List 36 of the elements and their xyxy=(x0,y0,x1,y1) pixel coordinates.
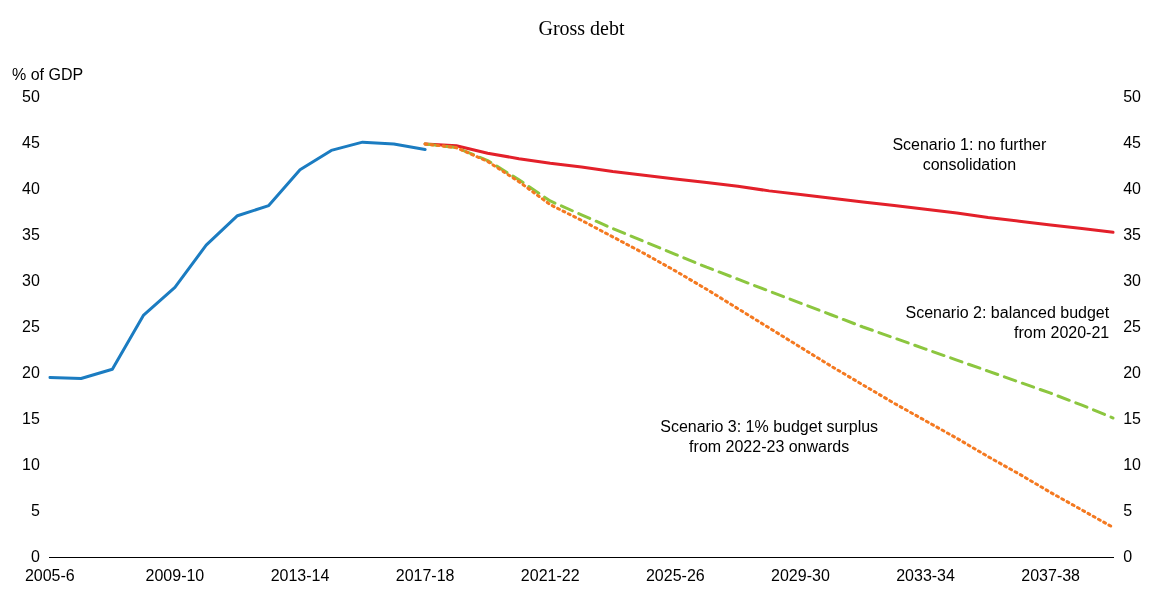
y2-tick-label: 45 xyxy=(1123,134,1142,152)
series-label: Scenario 2: balanced budget from 2020-21 xyxy=(905,303,1110,341)
y2-tick-label: 30 xyxy=(1123,272,1142,290)
y-tick-label: 15 xyxy=(22,410,40,428)
y2-tick-label: 40 xyxy=(1123,180,1142,198)
x-tick-label: 2029-30 xyxy=(771,566,830,584)
y-tick-label: 50 xyxy=(22,88,40,106)
y2-tick-label: 10 xyxy=(1123,456,1142,474)
y-tick-label: 10 xyxy=(22,456,40,474)
y-tick-label: 45 xyxy=(22,134,40,152)
y2-tick-label: 5 xyxy=(1123,502,1133,520)
y-tick-label: 0 xyxy=(30,548,40,566)
x-tick-label: 2005-6 xyxy=(24,566,75,584)
y2-tick-label: 15 xyxy=(1123,410,1142,428)
y2-tick-label: 25 xyxy=(1123,318,1142,336)
x-tick-label: 2037-38 xyxy=(1021,566,1081,584)
y2-tick-label: 0 xyxy=(1123,548,1133,566)
chart-title: Gross debt xyxy=(538,17,625,40)
x-tick-label: 2009-10 xyxy=(145,566,205,584)
x-tick-label: 2021-22 xyxy=(520,566,580,584)
y2-tick-label: 20 xyxy=(1123,364,1142,382)
x-tick-label: 2017-18 xyxy=(395,566,455,584)
y2-tick-label: 35 xyxy=(1123,226,1142,244)
y2-tick-label: 50 xyxy=(1123,88,1142,106)
y-tick-label: 5 xyxy=(30,502,40,520)
x-tick-label: 2025-26 xyxy=(645,566,705,584)
x-tick-label: 2033-34 xyxy=(896,566,955,584)
x-tick-label: 2013-14 xyxy=(270,566,330,584)
y-tick-label: 25 xyxy=(22,318,40,336)
y-tick-label: 40 xyxy=(22,180,40,198)
y-tick-label: 20 xyxy=(22,364,40,382)
y-tick-label: 35 xyxy=(22,226,40,244)
y-axis-title: % of GDP xyxy=(12,66,84,84)
series-label: Scenario 3: 1% budget surplus from 2022-23 onwards xyxy=(660,417,879,455)
y-tick-label: 30 xyxy=(22,272,40,290)
series-label: Scenario 1: no further consolidation xyxy=(892,136,1047,174)
